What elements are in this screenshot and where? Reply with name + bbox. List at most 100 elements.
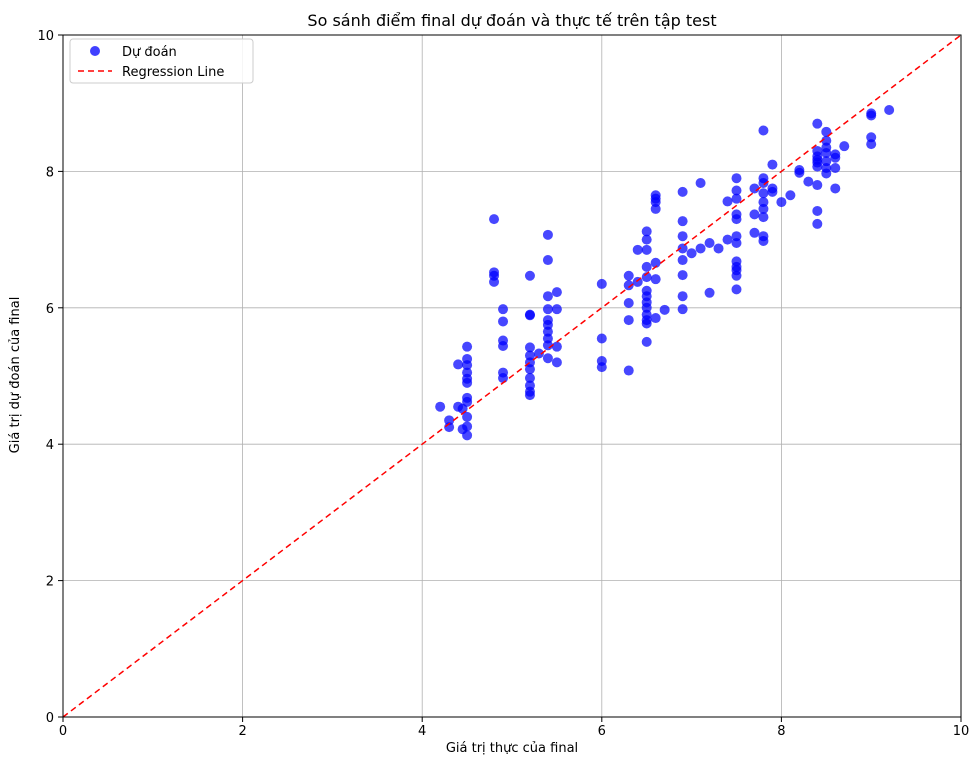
data-point: [866, 132, 877, 143]
data-point: [524, 373, 535, 384]
data-point: [462, 421, 473, 432]
data-point: [462, 430, 473, 441]
data-point: [767, 159, 778, 170]
data-point: [551, 304, 562, 315]
data-point: [758, 173, 769, 184]
data-point: [677, 270, 688, 281]
data-point: [623, 315, 634, 326]
data-point: [498, 367, 509, 378]
data-point: [839, 141, 850, 152]
data-point: [776, 197, 787, 208]
data-point: [650, 257, 661, 268]
x-tick-label: 4: [418, 724, 426, 739]
data-point: [821, 126, 832, 137]
data-point: [641, 226, 652, 237]
chart-title: So sánh điểm final dự đoán và thực tế tr…: [307, 11, 716, 30]
legend-label-regression-line: Regression Line: [122, 65, 224, 80]
data-point: [830, 162, 841, 173]
y-tick-label: 6: [46, 302, 54, 317]
data-point: [758, 188, 769, 199]
data-point: [722, 234, 733, 245]
data-point: [623, 365, 634, 376]
data-point: [524, 350, 535, 361]
data-point: [650, 313, 661, 324]
data-point: [659, 304, 670, 315]
data-point: [785, 190, 796, 201]
y-tick-label: 2: [46, 575, 54, 590]
data-point: [758, 197, 769, 208]
data-point: [758, 212, 769, 223]
legend-label-du-doan: Dự đoán: [122, 45, 177, 60]
x-tick-label: 10: [953, 724, 970, 739]
data-point: [641, 234, 652, 245]
data-point: [542, 353, 553, 364]
data-point: [758, 231, 769, 242]
x-tick-label: 2: [238, 724, 246, 739]
data-point: [695, 243, 706, 254]
data-point: [812, 145, 823, 156]
data-point: [462, 392, 473, 403]
data-point: [632, 244, 643, 255]
data-point: [444, 422, 455, 433]
data-point: [794, 165, 805, 176]
data-point: [677, 255, 688, 266]
data-point: [704, 238, 715, 249]
data-point: [462, 341, 473, 352]
axis-ticks: 0 2 4 6 8 10 0 2 4 6 8 10: [37, 29, 969, 739]
data-point: [498, 304, 509, 315]
data-point: [731, 209, 742, 220]
data-point: [453, 359, 464, 370]
data-point: [533, 348, 544, 359]
data-point: [758, 125, 769, 136]
data-point: [641, 244, 652, 255]
data-point: [650, 274, 661, 285]
legend: Dự đoán Regression Line: [69, 38, 254, 84]
data-point: [722, 196, 733, 207]
data-point: [435, 401, 446, 412]
data-point: [551, 287, 562, 298]
data-point: [489, 214, 500, 225]
y-tick-label: 8: [46, 165, 54, 180]
data-point: [713, 243, 724, 254]
data-point: [524, 342, 535, 353]
data-point: [749, 209, 760, 220]
x-axis-label: Giá trị thực của final: [446, 741, 578, 756]
data-point: [641, 261, 652, 272]
data-point: [884, 105, 895, 116]
data-point: [677, 186, 688, 197]
data-point: [524, 270, 535, 281]
data-point: [498, 335, 509, 346]
data-point: [866, 108, 877, 119]
data-point: [686, 248, 697, 259]
data-point: [596, 278, 607, 289]
legend-box: [69, 38, 254, 84]
data-point: [821, 156, 832, 167]
data-point: [830, 183, 841, 194]
data-point: [731, 185, 742, 196]
data-point: [462, 353, 473, 364]
data-point: [641, 336, 652, 347]
data-point: [623, 298, 634, 309]
data-point: [821, 135, 832, 146]
regression-line: [62, 34, 962, 718]
data-point: [641, 285, 652, 296]
data-point: [731, 193, 742, 204]
x-tick-label: 6: [598, 724, 606, 739]
data-point: [462, 411, 473, 422]
data-point: [731, 256, 742, 267]
data-point: [677, 291, 688, 302]
data-point: [596, 355, 607, 366]
data-point: [812, 118, 823, 129]
plot-frame: [62, 34, 962, 718]
x-tick-label: 8: [777, 724, 785, 739]
data-point: [767, 183, 778, 194]
data-point: [677, 304, 688, 315]
data-point: [812, 180, 823, 191]
data-point: [803, 176, 814, 187]
data-point: [524, 309, 535, 320]
plot-area: [62, 34, 962, 718]
data-point: [677, 243, 688, 254]
data-point: [551, 357, 562, 368]
data-point: [677, 216, 688, 227]
data-point: [641, 272, 652, 283]
